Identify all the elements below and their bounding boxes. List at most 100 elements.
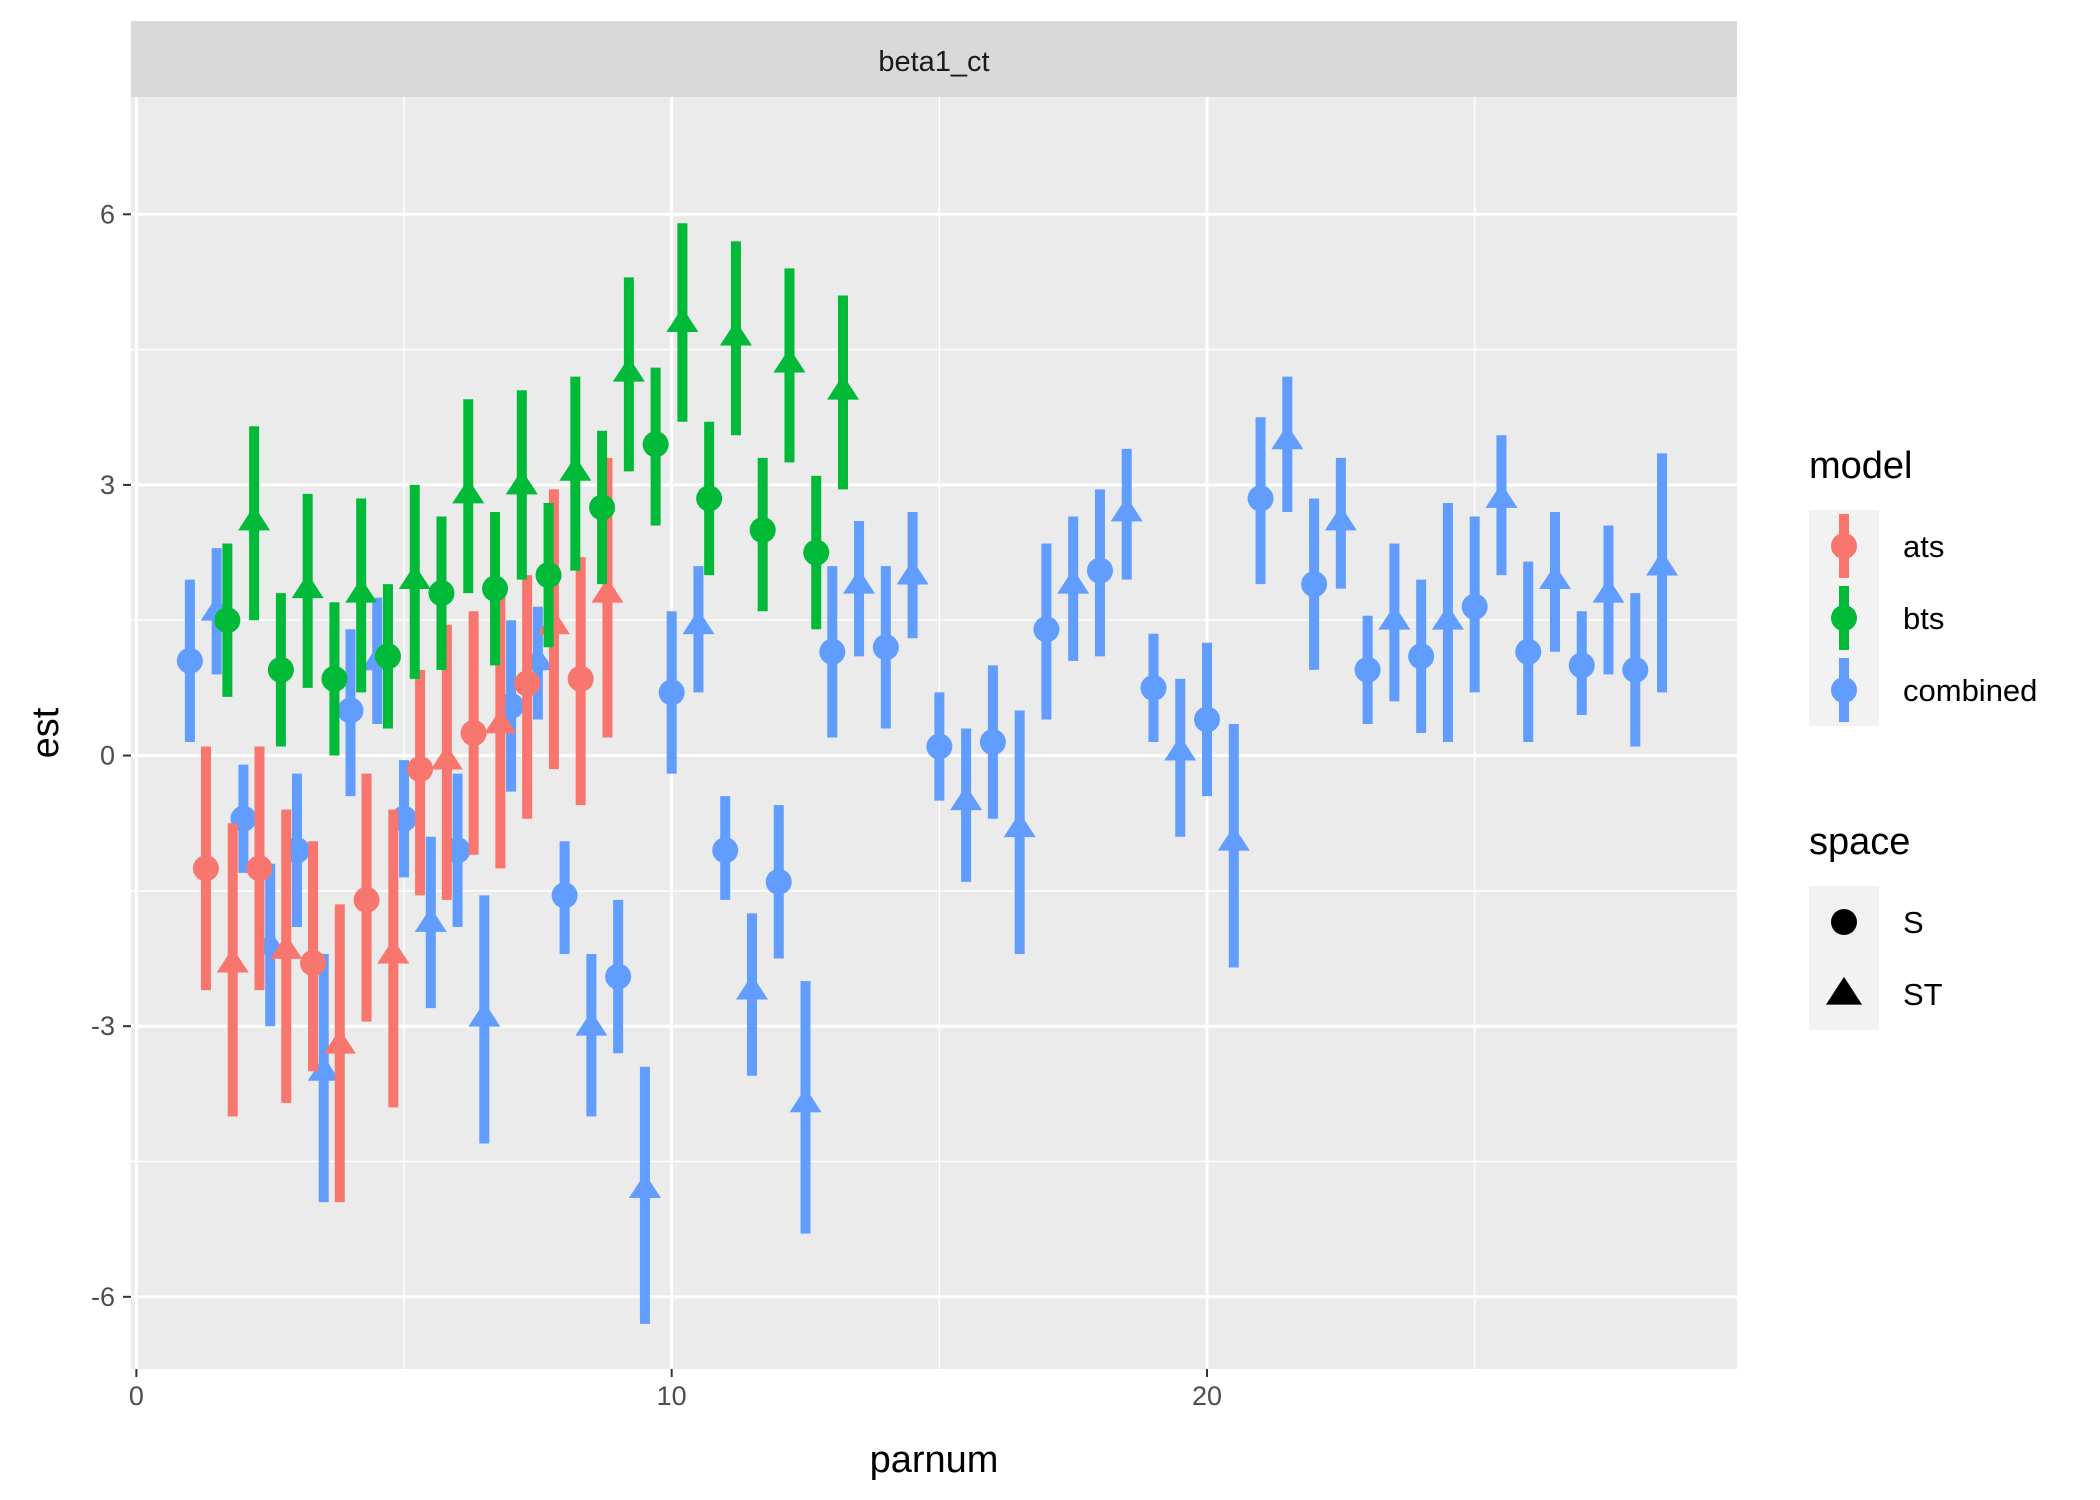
point-bts-S <box>214 607 241 634</box>
point-combined-S <box>658 679 685 706</box>
point-bts-ST <box>719 320 752 346</box>
point-combined-S <box>819 638 846 665</box>
point-bts-S <box>482 575 509 602</box>
data-marks <box>176 223 1679 1324</box>
point-combined-ST <box>1003 812 1036 838</box>
point-combined-ST <box>682 609 715 635</box>
point-bts-ST <box>826 374 859 400</box>
series-bts-triangle <box>238 223 859 693</box>
legend: model ats bts combined space S ST <box>1809 445 2037 1030</box>
point-combined-S <box>1301 571 1328 598</box>
point-ats-ST <box>216 947 249 973</box>
y-axis: 6 3 0 -3 -6 <box>91 199 131 1312</box>
point-combined-ST <box>1378 605 1411 630</box>
point-combined-ST <box>468 1001 501 1027</box>
point-combined-ST <box>575 1010 608 1036</box>
legend-key-point-ats <box>1831 533 1857 559</box>
grid-minor <box>131 97 1737 1369</box>
point-combined-ST <box>1057 568 1090 594</box>
series-combined-circle <box>176 417 1649 1054</box>
series-combined-triangle <box>200 376 1679 1324</box>
point-ats-S <box>514 670 541 697</box>
point-ats-ST <box>430 744 463 770</box>
point-bts-ST <box>291 573 324 599</box>
point-ats-S <box>300 950 327 977</box>
point-combined-ST <box>1538 564 1571 590</box>
point-combined-ST <box>1217 826 1250 851</box>
point-combined-S <box>1408 643 1435 670</box>
facet-strip-label: beta1_ct <box>878 46 989 78</box>
point-combined-ST <box>1164 735 1197 761</box>
point-bts-ST <box>398 564 431 590</box>
point-bts-S <box>267 656 294 683</box>
legend-label-ats: ats <box>1903 529 1944 564</box>
point-combined-ST <box>1271 424 1304 450</box>
point-combined-ST <box>414 907 447 932</box>
y-tick-label: 0 <box>100 741 115 771</box>
point-combined-S <box>1247 485 1274 512</box>
point-bts-S <box>374 643 401 670</box>
point-combined-ST <box>1485 483 1518 508</box>
plot-panel <box>131 97 1737 1369</box>
point-combined-S <box>926 733 953 760</box>
point-combined-S <box>1140 674 1167 701</box>
point-ats-S <box>246 855 273 882</box>
point-combined-ST <box>1110 496 1143 522</box>
point-combined-ST <box>843 568 876 594</box>
x-tick-label: 20 <box>1192 1381 1222 1411</box>
point-combined-S <box>1354 656 1381 683</box>
legend-label-combined: combined <box>1903 673 2037 708</box>
point-combined-S <box>1568 652 1595 679</box>
x-tick-label: 0 <box>129 1381 144 1411</box>
point-combined-S <box>979 729 1006 756</box>
point-combined-S <box>1086 557 1113 584</box>
point-combined-S <box>605 963 632 990</box>
point-bts-ST <box>505 469 538 495</box>
point-combined-S <box>551 882 578 909</box>
facet-strip <box>131 21 1737 97</box>
point-bts-ST <box>238 505 271 531</box>
point-ats-ST <box>323 1029 356 1054</box>
point-combined-ST <box>1646 550 1679 576</box>
legend-key-point-bts <box>1831 605 1857 631</box>
point-bts-ST <box>612 356 645 382</box>
point-combined-ST <box>1431 605 1464 630</box>
point-combined-ST <box>950 785 983 811</box>
point-combined-ST <box>735 974 768 1000</box>
point-ats-ST <box>591 577 624 603</box>
point-ats-S <box>192 855 219 882</box>
point-ats-S <box>567 665 594 692</box>
point-combined-S <box>337 697 364 724</box>
series-ats-triangle <box>216 457 624 1203</box>
point-ats-ST <box>270 934 303 959</box>
point-bts-S <box>535 562 562 589</box>
point-ats-S <box>460 720 487 746</box>
point-combined-ST <box>1324 505 1357 531</box>
x-axis: 0 10 20 <box>129 1369 1222 1411</box>
point-bts-S <box>321 665 348 692</box>
y-tick-label: 3 <box>100 470 115 500</box>
point-combined-S <box>1622 656 1649 683</box>
point-bts-S <box>749 517 776 544</box>
point-bts-ST <box>345 577 378 603</box>
legend-label-bts: bts <box>1903 601 1944 636</box>
series-bts-circle <box>214 367 830 756</box>
legend-key-circle <box>1831 909 1857 935</box>
grid-major <box>131 97 1737 1369</box>
x-axis-title: parnum <box>870 1439 999 1481</box>
point-combined-ST <box>1592 577 1625 603</box>
point-combined-S <box>176 647 203 674</box>
point-combined-S <box>712 837 739 864</box>
point-ats-S <box>407 756 434 783</box>
y-tick-label: -6 <box>91 1282 115 1312</box>
point-bts-S <box>642 431 669 458</box>
point-ats-S <box>353 886 380 913</box>
legend-label-ST: ST <box>1903 977 1943 1012</box>
legend-title-model: model <box>1809 445 1913 487</box>
point-ats-ST <box>484 708 517 734</box>
legend-key-point-combined <box>1831 677 1857 703</box>
point-combined-S <box>1461 593 1488 620</box>
point-combined-ST <box>628 1173 661 1198</box>
y-tick-label: 6 <box>100 199 115 229</box>
